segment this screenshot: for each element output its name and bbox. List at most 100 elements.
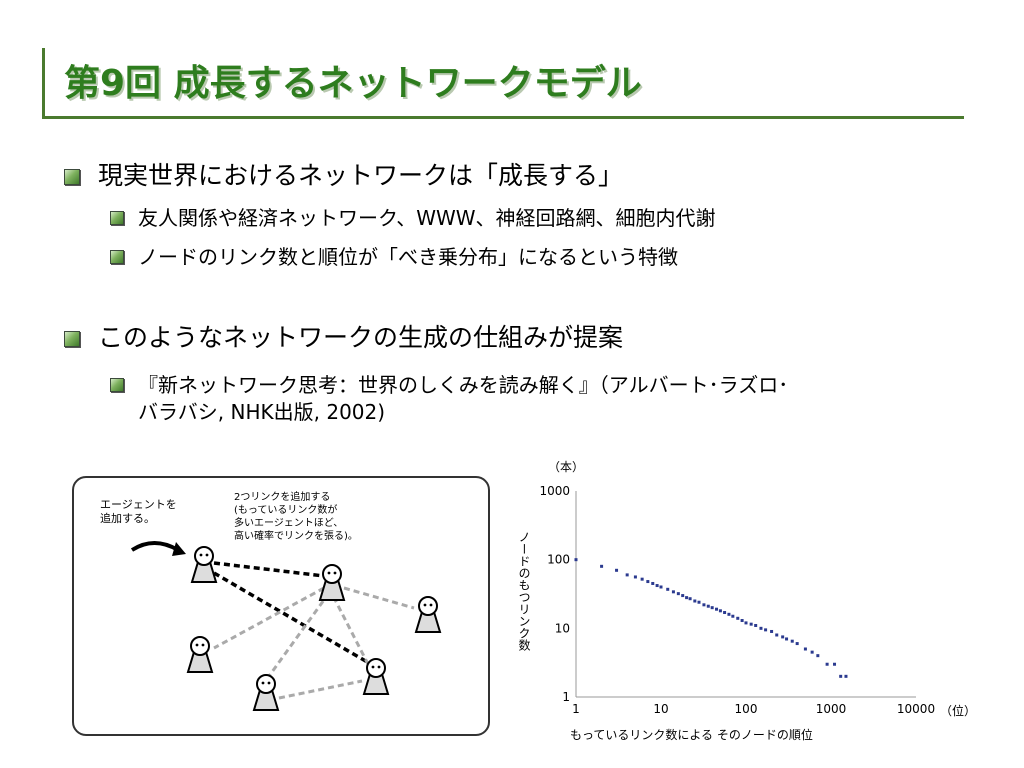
data-point [723, 611, 727, 615]
agent-icon [362, 658, 390, 695]
data-point [839, 674, 843, 678]
sub-bullet-1: 友人関係や経済ネットワーク、WWW、神経回路網、細胞内代謝 [110, 205, 716, 232]
data-point [731, 614, 735, 618]
diagram-caption-right-4: 高い確率でリンクを張る)。 [234, 529, 358, 542]
agent-icon [186, 636, 214, 673]
data-point [715, 607, 719, 611]
bullet-square-icon [110, 250, 124, 264]
agent-icon [252, 674, 280, 711]
sub-bullet-2: ノードのリンク数と順位が「べき乗分布」になるという特徴 [110, 244, 678, 271]
link [213, 586, 325, 650]
data-point [702, 603, 706, 607]
x-tick-label: 100 [735, 702, 758, 716]
plot-area: 1 10 100 1000 10000 1 10 100 1000 [539, 484, 935, 716]
agent-icon [318, 564, 346, 601]
data-point [833, 662, 837, 666]
x-tick-label: 10 [653, 702, 668, 716]
data-point [736, 616, 740, 620]
x-unit-label: （位） [940, 703, 976, 718]
data-point [697, 600, 701, 604]
data-point [740, 619, 744, 623]
data-point [810, 650, 814, 654]
data-point [844, 674, 848, 678]
agent-icon [414, 596, 442, 633]
data-point [651, 581, 655, 585]
data-point [790, 639, 794, 643]
data-point [574, 558, 578, 562]
data-point [659, 585, 663, 589]
arrow-curve [130, 541, 180, 552]
link [262, 592, 331, 684]
data-point [646, 580, 650, 584]
bullet-square-icon [110, 378, 124, 392]
data-point [795, 642, 799, 646]
data-point [718, 609, 722, 613]
data-point [781, 635, 785, 639]
data-point [625, 573, 629, 577]
y-tick-label: 10 [555, 621, 570, 635]
data-point [655, 584, 659, 588]
bullet-square-icon [64, 169, 80, 185]
diagram-caption-left-1: エージェントを [100, 498, 177, 511]
x-tick-label: 1000 [816, 702, 847, 716]
bullet-square-icon [110, 211, 124, 225]
network-diagram: エージェントを 追加する。 2つリンクを追加する (もっているリンク数が 多いエ… [72, 476, 490, 736]
data-point [615, 568, 619, 572]
arrow-head-icon [172, 542, 186, 556]
data-point [759, 626, 763, 630]
link [343, 586, 415, 610]
bullet-text: 友人関係や経済ネットワーク、WWW、神経回路網、細胞内代謝 [138, 206, 716, 230]
data-point [688, 597, 692, 601]
data-point [710, 606, 714, 610]
data-point [600, 564, 604, 568]
new-link-1 [213, 561, 325, 578]
bullet-text-line-2: バラバシ, NHK出版, 2002) [138, 400, 386, 424]
link [278, 679, 363, 700]
data-point [754, 623, 758, 627]
title-bar: 第9回 成長するネットワークモデル [42, 48, 964, 119]
data-point [744, 621, 748, 625]
x-tick-label: 10000 [897, 702, 935, 716]
data-point [803, 647, 807, 651]
bullet-text: 現実世界におけるネットワークは「成長する」 [98, 161, 624, 190]
data-point [706, 604, 710, 608]
data-point [685, 596, 689, 600]
bullet-text: ノードのリンク数と順位が「べき乗分布」になるという特徴 [138, 245, 678, 269]
data-point [749, 622, 753, 626]
data-point [681, 594, 685, 598]
y-tick-label: 1000 [539, 484, 570, 498]
diagram-caption-right-3: 多いエージェントほど、 [234, 516, 343, 529]
bullet-text: このようなネットワークの生成の仕組みが提案 [98, 323, 624, 352]
data-point [816, 654, 820, 658]
y-axis-label: ノードのもつリンク数 [517, 531, 531, 652]
data-point [727, 612, 731, 616]
data-point [666, 587, 670, 591]
data-point [640, 577, 644, 581]
title-accent-line [42, 48, 45, 118]
bullet-text-line-1: 『新ネットワーク思考：世界のしくみを読み解く』（アルバート･ラズロ･ [138, 373, 789, 397]
diagram-caption-right-1: 2つリンクを追加する [234, 490, 330, 503]
diagram-caption-right-2: (もっているリンク数が [234, 503, 337, 516]
data-point [633, 575, 637, 579]
y-tick-label: 100 [547, 553, 570, 567]
agent-icon [190, 546, 218, 583]
bullet-1: 現実世界におけるネットワークは「成長する」 [64, 160, 623, 192]
diagram-caption-left-2: 追加する。 [100, 511, 155, 525]
data-point [825, 662, 829, 666]
slide-title: 第9回 成長するネットワークモデル [64, 63, 642, 104]
x-tick-label: 1 [572, 702, 580, 716]
data-point [770, 629, 774, 633]
y-tick-label: 1 [562, 690, 570, 704]
data-point [785, 637, 789, 641]
x-axis-label: もっているリンク数による そのノードの順位 [570, 727, 813, 742]
network-diagram-svg: エージェントを 追加する。 2つリンクを追加する (もっているリンク数が 多いエ… [100, 490, 442, 711]
title-underline [42, 116, 964, 119]
bullet-text: 『新ネットワーク思考：世界のしくみを読み解く』（アルバート･ラズロ･ バラバシ,… [138, 372, 788, 426]
data-point [671, 590, 675, 594]
data-point [764, 628, 768, 632]
data-point [775, 633, 779, 637]
chart-svg: （本） （位） もっているリンク数による そのノードの順位 ノードのもつリンク数… [517, 460, 976, 742]
bullet-square-icon [64, 331, 80, 347]
data-point [676, 592, 680, 596]
y-unit-label: （本） [548, 460, 584, 474]
